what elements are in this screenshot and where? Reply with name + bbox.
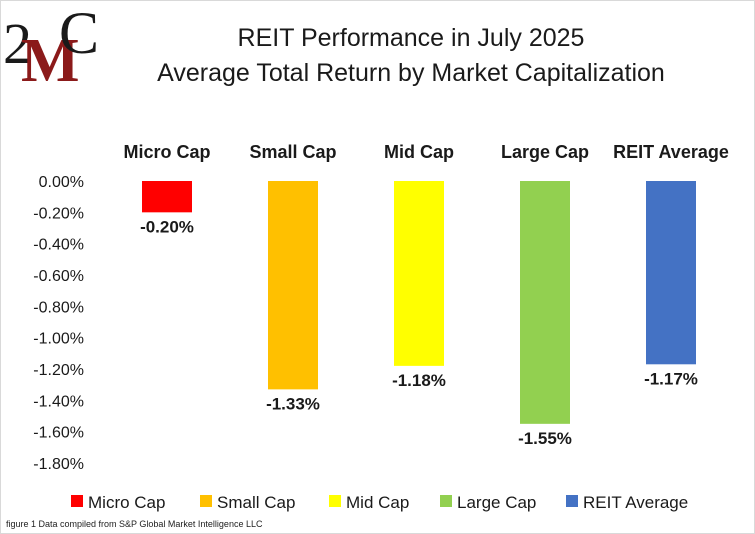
data-label: -0.20%	[140, 217, 194, 236]
y-tick-label: 0.00%	[39, 174, 84, 191]
svg-text:C: C	[59, 1, 99, 66]
y-tick-label: -0.60%	[33, 268, 84, 285]
y-tick-label: -0.20%	[33, 205, 84, 222]
legend-entry: Small Cap	[217, 493, 295, 512]
y-tick-label: -1.60%	[33, 425, 84, 442]
data-label: -1.33%	[266, 394, 320, 413]
svg-text:2: 2	[3, 11, 32, 76]
y-tick-label: -1.80%	[33, 456, 84, 473]
category-label: Micro Cap	[123, 142, 210, 162]
legend-entry: Micro Cap	[88, 493, 165, 512]
category-label: REIT Average	[613, 142, 729, 162]
legend-swatch	[200, 495, 212, 507]
chart-title: REIT Performance in July 2025	[237, 24, 585, 52]
legend-entry: Mid Cap	[346, 493, 409, 512]
category-label: Mid Cap	[384, 142, 454, 162]
y-tick-label: -1.40%	[33, 393, 84, 410]
legend-swatch	[71, 495, 83, 507]
source-caption: figure 1 Data compiled from S&P Global M…	[6, 519, 263, 529]
data-label: -1.55%	[518, 429, 572, 448]
y-tick-label: -0.40%	[33, 237, 84, 254]
y-tick-label: -1.00%	[33, 331, 84, 348]
chart-subtitle: Average Total Return by Market Capitaliz…	[157, 59, 665, 87]
category-label: Small Cap	[249, 142, 336, 162]
bar-mid-cap	[394, 181, 444, 366]
legend-entry: Large Cap	[457, 493, 536, 512]
logo-2mc: 2 M C	[3, 1, 99, 85]
category-label: Large Cap	[501, 142, 589, 162]
legend-swatch	[329, 495, 341, 507]
data-label: -1.17%	[644, 369, 698, 388]
y-tick-label: -0.80%	[33, 299, 84, 316]
bar-reit-average	[646, 181, 696, 365]
y-tick-label: -1.20%	[33, 362, 84, 379]
data-label: -1.18%	[392, 371, 446, 390]
svg-text:M: M	[21, 27, 80, 85]
legend-entry: REIT Average	[583, 493, 688, 512]
bar-large-cap	[520, 181, 570, 424]
bar-micro-cap	[142, 181, 192, 213]
legend-swatch	[566, 495, 578, 507]
legend-swatch	[440, 495, 452, 507]
bar-small-cap	[268, 181, 318, 390]
